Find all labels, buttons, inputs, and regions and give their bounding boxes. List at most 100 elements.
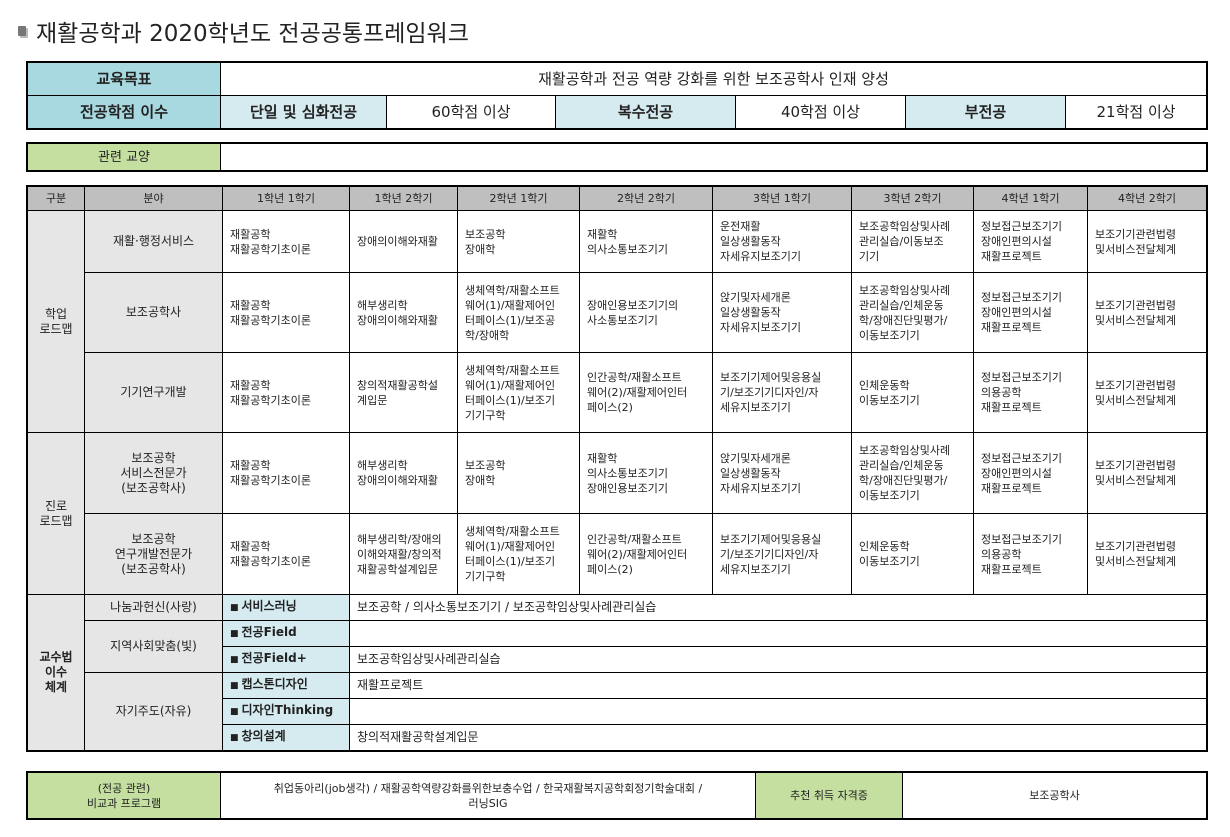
course-cell: 보조기기제어및응용실 기/보조기기디자인/자 세유지보조기기: [712, 513, 852, 595]
course-cell: 인체운동학 이동보조기기: [851, 352, 974, 433]
credit-value: 40학점 이상: [735, 95, 906, 129]
header-row: 구분 분야 1학년 1학기 1학년 2학기 2학년 1학기 2학년 2학기 3학년 1학기 3…: [27, 186, 1207, 211]
field-label: 보조공학사: [84, 272, 223, 353]
course-cell: 장애의이해와재활: [349, 210, 458, 273]
group-label: 진로 로드맵: [27, 432, 85, 595]
credit-type: 복수전공: [555, 95, 736, 129]
liberal-label: 관련 교양: [27, 143, 221, 171]
column-header: 구분: [27, 186, 85, 211]
pedagogy-courses: [349, 698, 1207, 725]
course-cell: 재활학 의사소통보조기기: [579, 210, 713, 273]
course-cell: 생체역학/재활소프트 웨어(1)/재활제어인 터페이스(1)/보조공 학/장애학: [457, 272, 580, 353]
table-row: 진로 로드맵 보조공학 서비스전문가 (보조공학사) 재활공학 재활공학기초이론 해부…: [27, 432, 1207, 595]
pedagogy-row: 교수법 이수 체계 나눔과헌신(사랑) ■ 서비스러닝 보조공학 / 의사소통보조기기 …: [27, 594, 1207, 751]
field-label: 재활·행정서비스: [84, 210, 223, 273]
pedagogy-type: ■ 전공Field+: [222, 646, 350, 673]
pedagogy-type-text: 전공Field: [241, 625, 297, 639]
course-cell: 해부생리학 장애의이해와재활: [349, 432, 458, 514]
course-cell: 앉기및자세개론 일상생활동작 자세유지보조기기: [712, 272, 852, 353]
field-label: 보조공학 연구개발전문가 (보조공학사): [84, 513, 223, 595]
column-header: 1학년 2학기: [349, 186, 458, 211]
course-cell: 보조공학임상및사례 관리실습/이동보조 기기: [851, 210, 974, 273]
pedagogy-label: 교수법 이수 체계: [27, 594, 85, 751]
column-header: 분야: [84, 186, 223, 211]
square-bullet-icon: ■: [230, 655, 239, 665]
course-cell: 재활공학 재활공학기초이론: [222, 352, 350, 433]
credit-type: 단일 및 심화전공: [220, 95, 387, 129]
page-title: 재활공학과 2020학년도 전공공통프레임워크: [18, 14, 469, 48]
pedagogy-courses: 보조공학 / 의사소통보조기기 / 보조공학임상및사례관리실습: [349, 594, 1207, 621]
goal-label: 교육목표: [27, 62, 221, 96]
summary-table: 교육목표 재활공학과 전공 역량 강화를 위한 보조공학사 인재 양성 전공학점…: [25, 61, 1209, 130]
course-cell: 보조공학 장애학: [457, 432, 580, 514]
course-cell: 장애인용보조기기의 사소통보조기기: [579, 272, 713, 353]
pedagogy-category: 지역사회맞춤(빛): [84, 620, 223, 673]
course-cell: 생체역학/재활소프트 웨어(1)/재활제어인 터페이스(1)/보조기 기기구학: [457, 352, 580, 433]
course-cell: 인간공학/재활소프트 웨어(2)/재활제어인터 페이스(2): [579, 352, 713, 433]
pedagogy-courses: 재활프로젝트: [349, 672, 1207, 699]
column-header: 4학년 1학기: [973, 186, 1088, 211]
course-cell: 보조공학임상및사례 관리실습/인체운동 학/장애진단및평가/ 이동보조기기: [851, 432, 974, 514]
pedagogy-type-text: 서비스러닝: [241, 599, 297, 613]
course-cell: 보조기기관련법령 및서비스전달체계: [1087, 513, 1207, 595]
course-cell: 창의적재활공학설 계입문: [349, 352, 458, 433]
credit-type: 부전공: [905, 95, 1066, 129]
field-label: 기기연구개발: [84, 352, 223, 433]
table-row: 기기연구개발 재활공학 재활공학기초이론 창의적재활공학설 계입문 생체역학/재활소프…: [28, 352, 1207, 433]
course-cell: 재활공학 재활공학기초이론: [222, 272, 350, 353]
pedagogy-category: 나눔과헌신(사랑): [84, 594, 223, 621]
course-cell: 보조기기관련법령 및서비스전달체계: [1087, 432, 1207, 514]
pedagogy-type-text: 창의설계: [241, 729, 286, 743]
cert-value: 보조공학사: [902, 772, 1207, 819]
pedagogy-courses: 창의적재활공학설계입문: [349, 724, 1207, 751]
column-header: 4학년 2학기: [1087, 186, 1207, 211]
extracurricular-table: (전공 관련) 비교과 프로그램 취업동아리(job생각) / 재활공학역량강화…: [26, 771, 1208, 820]
square-bullet-icon: ■: [230, 733, 239, 743]
pedagogy-type-text: 전공Field+: [241, 651, 307, 665]
table-row: 보조공학 연구개발전문가 (보조공학사) 재활공학 재활공학기초이론 해부생리학/장…: [28, 513, 1207, 595]
course-cell: 해부생리학 장애의이해와재활: [349, 272, 458, 353]
goal-value: 재활공학과 전공 역량 강화를 위한 보조공학사 인재 양성: [219, 62, 1208, 96]
column-header: 1학년 1학기: [222, 186, 350, 211]
course-cell: 인체운동학 이동보조기기: [851, 513, 974, 595]
course-cell: 해부생리학/장애의 이해와재활/창의적 재활공학설계입문: [349, 513, 458, 595]
course-cell: 재활공학 재활공학기초이론: [222, 513, 350, 595]
column-header: 2학년 1학기: [457, 186, 580, 211]
program-label: (전공 관련) 비교과 프로그램: [27, 772, 221, 819]
field-label: 보조공학 서비스전문가 (보조공학사): [84, 432, 223, 514]
pedagogy-type-text: 디자인Thinking: [241, 703, 334, 717]
group-label: 학업 로드맵: [27, 210, 85, 433]
course-cell: 보조기기관련법령 및서비스전달체계: [1087, 272, 1207, 353]
square-bullet-icon: ■: [230, 681, 239, 691]
column-header: 3학년 1학기: [712, 186, 852, 211]
course-cell: 보조기기제어및응용실 기/보조기기디자인/자 세유지보조기기: [712, 352, 852, 433]
course-cell: 보조기기관련법령 및서비스전달체계: [1087, 352, 1207, 433]
course-cell: 보조공학임상및사례 관리실습/인체운동 학/장애진단및평가/ 이동보조기기: [851, 272, 974, 353]
course-cell: 재활학 의사소통보조기기 장애인용보조기기: [579, 432, 713, 514]
course-cell: 재활공학 재활공학기초이론: [222, 210, 350, 273]
course-cell: 정보접근보조기기 의용공학 재활프로젝트: [973, 513, 1088, 595]
credits-label: 전공학점 이수: [27, 95, 221, 129]
credit-value: 21학점 이상: [1064, 95, 1208, 129]
credit-value: 60학점 이상: [386, 95, 556, 129]
course-cell: 정보접근보조기기 장애인편의시설 재활프로젝트: [973, 432, 1088, 514]
pedagogy-row: ■ 디자인Thinking: [28, 698, 1207, 725]
pedagogy-courses: 보조공학임상및사례관리실습: [349, 646, 1207, 673]
course-cell: 재활공학 재활공학기초이론: [222, 432, 350, 514]
column-header: 2학년 2학기: [579, 186, 713, 211]
course-cell: 정보접근보조기기 장애인편의시설 재활프로젝트: [973, 272, 1088, 353]
pedagogy-row: 지역사회맞춤(빛) ■ 전공Field: [28, 620, 1207, 673]
course-cell: 정보접근보조기기 장애인편의시설 재활프로젝트: [973, 210, 1088, 273]
square-bullet-icon: ■: [230, 629, 239, 639]
pedagogy-category: 자기주도(자유): [84, 672, 223, 751]
course-cell: 인간공학/재활소프트 웨어(2)/재활제어인터 페이스(2): [579, 513, 713, 595]
pedagogy-courses: [349, 620, 1207, 647]
cert-label: 추천 취득 자격증: [755, 772, 903, 819]
pedagogy-type: ■ 전공Field: [222, 620, 350, 647]
square-bullet-icon: ■: [230, 707, 239, 717]
course-cell: 생체역학/재활소프트 웨어(1)/재활제어인 터페이스(1)/보조기 기기구학: [457, 513, 580, 595]
square-bullet-icon: ■: [230, 603, 239, 613]
course-cell: 보조공학 장애학: [457, 210, 580, 273]
course-cell: 앉기및자세개론 일상생활동작 자세유지보조기기: [712, 432, 852, 514]
table-row: 보조공학사 재활공학 재활공학기초이론 해부생리학 장애의이해와재활 생체역학/재활소…: [28, 272, 1207, 353]
